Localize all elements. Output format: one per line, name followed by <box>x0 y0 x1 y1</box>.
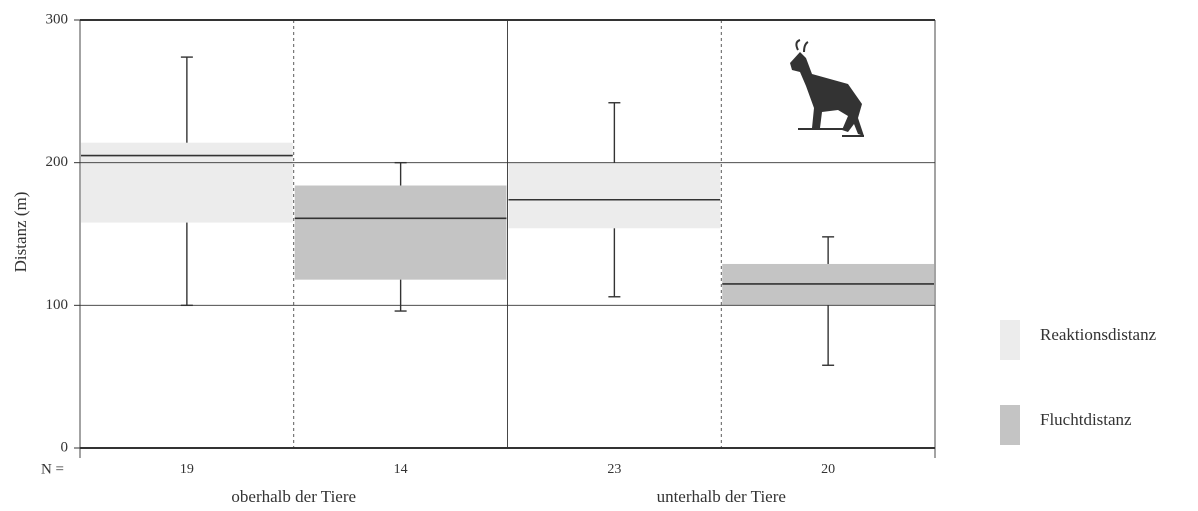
y-tick-label: 300 <box>46 11 69 27</box>
group-label: oberhalb der Tiere <box>231 487 356 506</box>
legend-swatch <box>1000 320 1020 360</box>
y-tick-label: 200 <box>46 154 69 170</box>
box <box>81 142 293 223</box>
x-tick-label: 19 <box>180 462 194 477</box>
y-tick-label: 0 <box>61 439 69 455</box>
x-tick-label: 20 <box>821 462 835 477</box>
legend-label: Fluchtdistanz <box>1040 410 1132 429</box>
box <box>294 185 507 280</box>
y-tick-label: 100 <box>46 297 69 313</box>
x-tick-label: 14 <box>394 462 408 477</box>
group-label: unterhalb der Tiere <box>657 487 786 506</box>
box <box>508 162 721 229</box>
legend-label: Reaktionsdistanz <box>1040 325 1157 344</box>
y-axis-label: Distanz (m) <box>11 192 30 273</box>
n-label: N = <box>41 461 64 477</box>
chamois-icon <box>790 39 864 137</box>
x-tick-label: 23 <box>607 462 621 477</box>
legend-swatch <box>1000 405 1020 445</box>
